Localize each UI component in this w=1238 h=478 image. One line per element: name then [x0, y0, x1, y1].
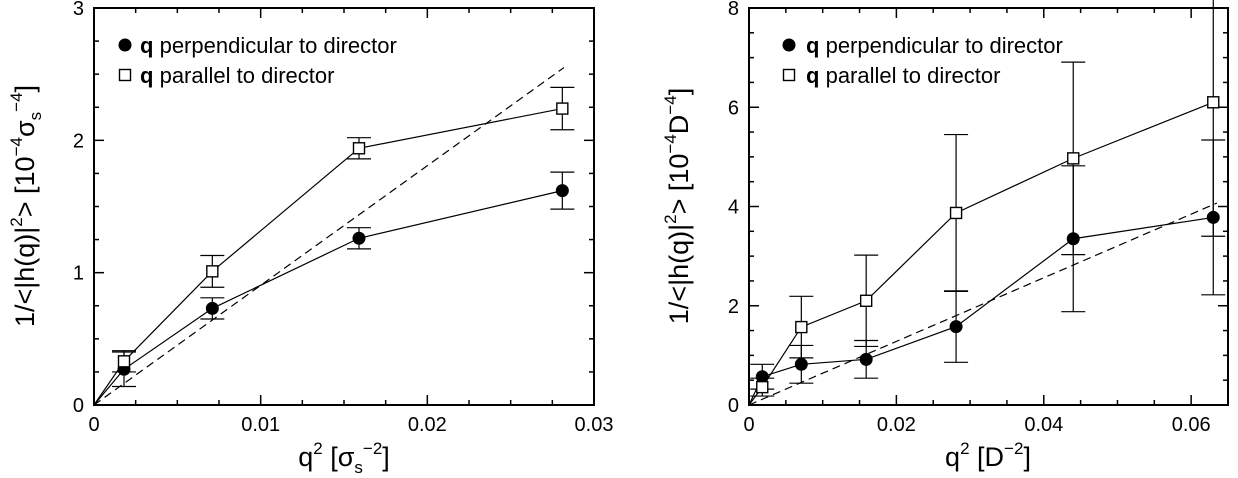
legend-entry-perpendicular: q perpendicular to director: [806, 33, 1063, 58]
y-tick-label: 8: [728, 0, 739, 20]
x-tick-label: 0.02: [877, 414, 916, 436]
tick-labels-left: 0 0.01 0.02 0.03 0 1 2 3: [73, 0, 614, 436]
legend-right: q perpendicular to director q parallel t…: [782, 33, 1063, 88]
reference-line-left: [93, 67, 565, 406]
x-tick-label: 0: [743, 414, 754, 436]
data-point-circle: [794, 357, 808, 371]
data-point-circle: [1206, 210, 1220, 224]
data-point-square: [352, 142, 366, 155]
data-point-square: [795, 320, 808, 334]
legend-left: q perpendicular to director q parallel t…: [118, 33, 397, 88]
series-lines-left: [93, 107, 563, 406]
data-point-square: [1207, 96, 1220, 109]
y-tick-label: 2: [73, 130, 84, 152]
x-axis-label: q2 [D−2]: [945, 439, 1031, 472]
y-tick-label: 0: [73, 395, 84, 417]
data-point-circle: [755, 370, 769, 384]
ticks-right: [748, 7, 1229, 406]
x-tick-label: 0.01: [241, 414, 280, 436]
x-tick-label: 0.06: [1172, 414, 1211, 436]
x-tick-label: 0.03: [575, 414, 614, 436]
reference-line: [748, 202, 1218, 406]
y-tick-label: 2: [728, 296, 739, 318]
y-tick-label: 4: [728, 197, 739, 219]
data-point-square: [949, 206, 963, 220]
x-tick-label: 0: [88, 414, 99, 436]
y-tick-label: 6: [728, 97, 739, 119]
markers-left: [117, 102, 569, 376]
ticks-left: [93, 7, 595, 406]
legend-marker-circle: [118, 38, 132, 52]
x-axis-label: q2 [σs−2]: [298, 439, 390, 477]
reference-line-right: [748, 202, 1218, 406]
chart-panel-right: 0 0.02 0.04 0.06 0 2 4 6 8 q perpendicul…: [661, 0, 1229, 472]
data-point-circle: [1066, 232, 1080, 246]
legend-marker-square: [118, 68, 132, 82]
data-point-square: [206, 265, 219, 278]
legend-marker-circle: [782, 38, 796, 52]
data-point-circle: [205, 301, 219, 315]
y-axis-label: 1/<|h(q)|2> [10−4D−4]: [661, 88, 694, 324]
data-point-square: [756, 380, 769, 394]
tick-labels-right: 0 0.02 0.04 0.06 0 2 4 6 8: [728, 0, 1211, 436]
series-line: [93, 190, 563, 406]
legend-entry-parallel: q parallel to director: [140, 63, 334, 88]
x-tick-label: 0.04: [1024, 414, 1063, 436]
legend-marker-square: [782, 68, 796, 82]
legend-entry-parallel: q parallel to director: [806, 63, 1000, 88]
data-point-square: [859, 294, 873, 307]
series-line: [748, 101, 1214, 406]
data-point-circle: [949, 320, 963, 334]
data-point-square: [556, 102, 569, 115]
data-point-circle: [352, 231, 366, 245]
chart-panel-left: 0 0.01 0.02 0.03 0 1 2 3 q perpendicular…: [7, 0, 613, 477]
y-tick-label: 3: [73, 0, 84, 20]
markers-right: [755, 96, 1220, 394]
x-tick-label: 0.02: [408, 414, 447, 436]
y-tick-label: 0: [728, 395, 739, 417]
legend-entry-perpendicular: q perpendicular to director: [140, 33, 397, 58]
series-lines-right: [748, 101, 1214, 406]
y-tick-label: 1: [73, 263, 84, 285]
data-point-square: [1067, 152, 1080, 165]
series-line: [93, 107, 563, 406]
series-line: [748, 216, 1214, 406]
reference-line: [93, 67, 565, 406]
y-axis-label: 1/<|h(q)|2> [10−4σs−4]: [7, 85, 45, 327]
data-point-square: [117, 355, 131, 368]
data-point-circle: [859, 352, 873, 366]
data-point-circle: [555, 184, 569, 198]
